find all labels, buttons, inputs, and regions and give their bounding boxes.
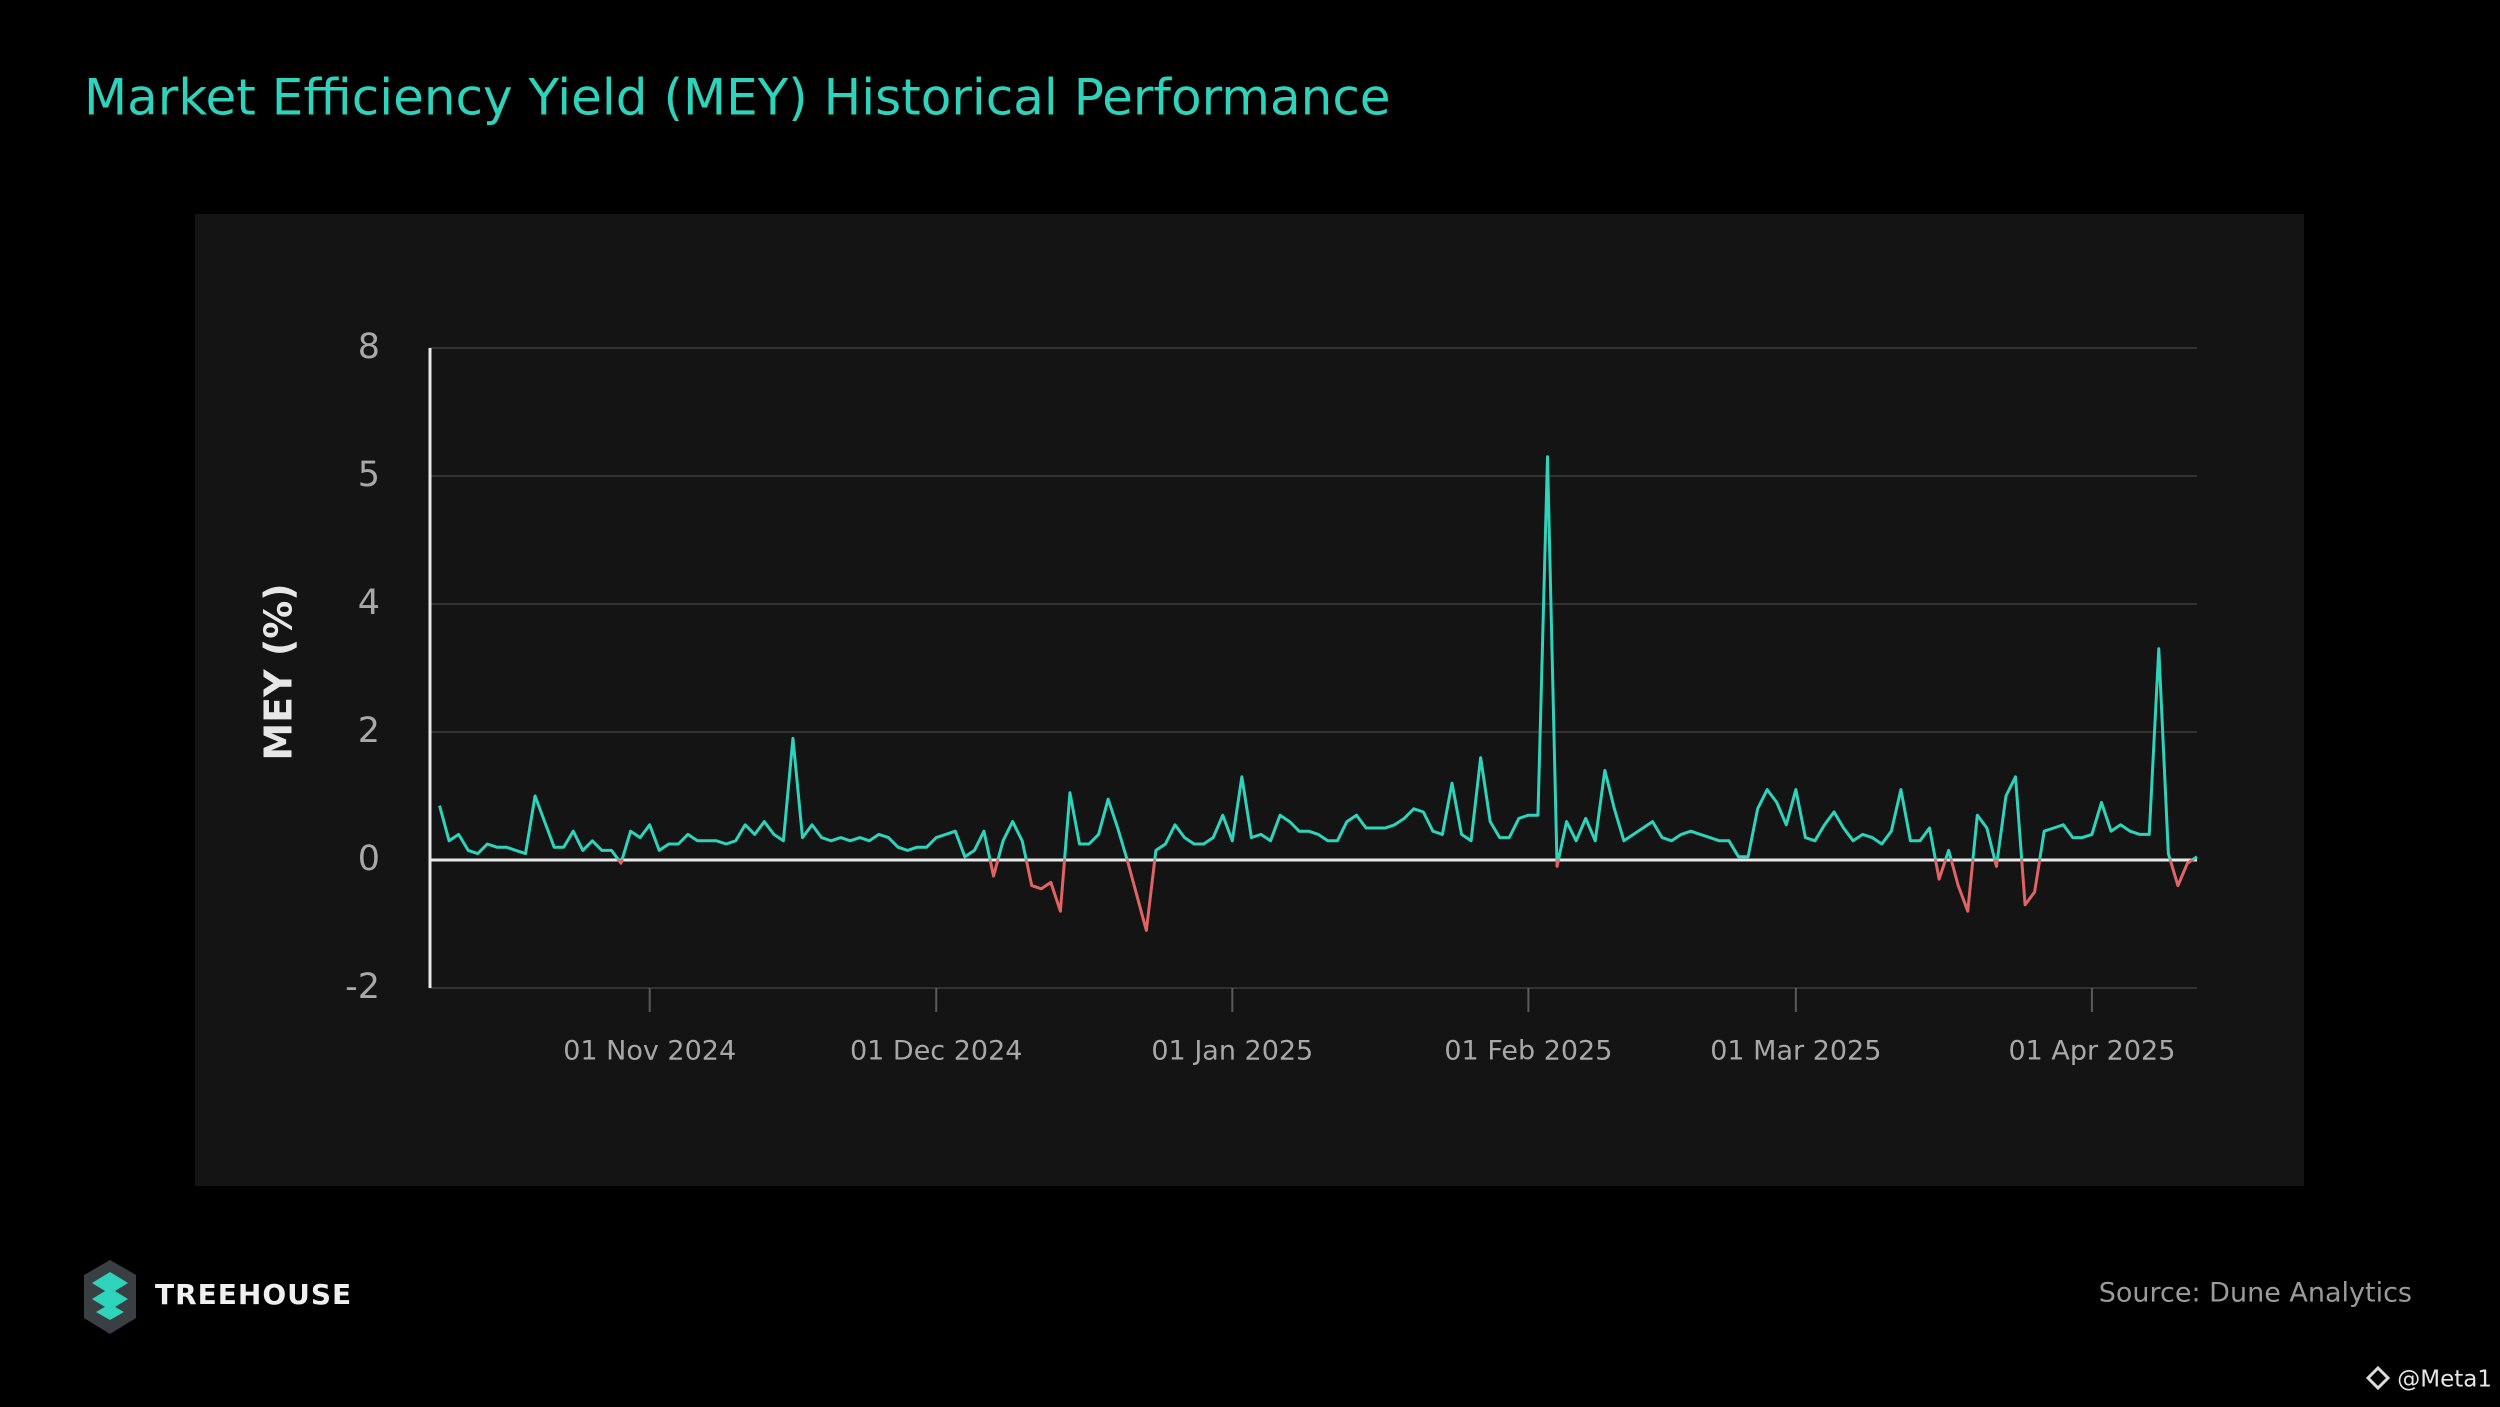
mey-line-positive — [438, 455, 2198, 860]
logo-layer — [92, 1288, 128, 1310]
y-tick-label: 8 — [358, 327, 380, 367]
x-tick-label: 01 Dec 2024 — [850, 1036, 1022, 1067]
chart-panel — [195, 214, 2304, 1186]
y-tick-label: 0 — [358, 839, 380, 879]
logo-layer — [96, 1304, 124, 1320]
y-tick-label: -2 — [345, 967, 380, 1007]
y-tick-label: 2 — [358, 711, 380, 751]
x-tick-label: 01 Apr 2025 — [2008, 1036, 2175, 1067]
chart-title: Market Efficiency Yield (MEY) Historical… — [84, 69, 1391, 127]
y-tick-label: 5 — [358, 455, 380, 495]
x-tick-label: 01 Feb 2025 — [1444, 1036, 1612, 1067]
x-tick-label: 01 Jan 2025 — [1151, 1036, 1313, 1067]
y-tick-label: 4 — [358, 583, 380, 623]
brand-name: TREEHOUSE — [155, 1278, 352, 1311]
watermark: @Meta1 — [2397, 1367, 2492, 1393]
logo — [84, 1260, 136, 1334]
x-tick-label: 01 Nov 2024 — [563, 1036, 736, 1067]
source-note: Source: Dune Analytics — [2099, 1278, 2412, 1309]
watermark-icon — [2365, 1365, 2391, 1391]
x-tick-label: 01 Mar 2025 — [1710, 1036, 1881, 1067]
logo-layer — [92, 1272, 128, 1294]
y-axis-label: MEY (%) — [257, 583, 301, 760]
